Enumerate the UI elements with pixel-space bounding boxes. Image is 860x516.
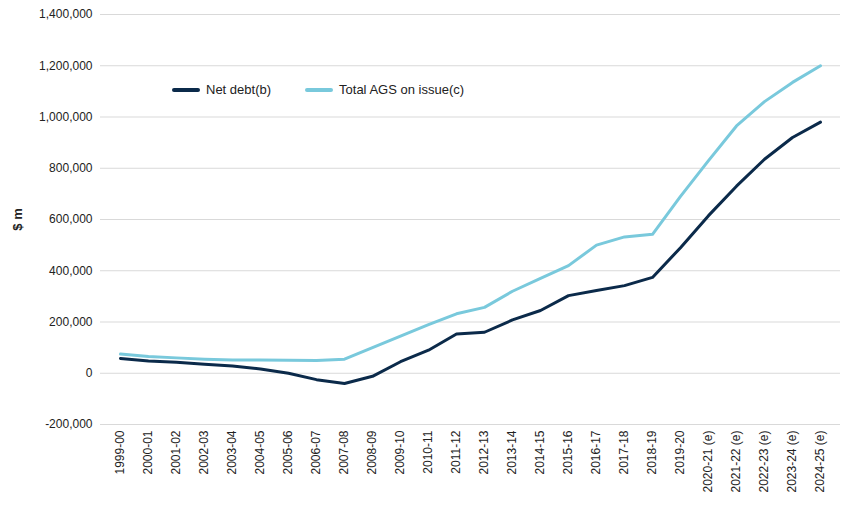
svg-text:600,000: 600,000 [49,212,93,226]
svg-text:2004-05: 2004-05 [253,430,267,474]
svg-text:2001-02: 2001-02 [169,430,183,474]
svg-text:2021-22 (e): 2021-22 (e) [729,431,743,493]
svg-text:2023-24 (e): 2023-24 (e) [785,431,799,493]
svg-text:2006-07: 2006-07 [309,430,323,474]
svg-text:1,400,000: 1,400,000 [39,7,93,21]
html-text:Net debt(b): Net debt(b) [206,82,271,97]
svg-text:2009-10: 2009-10 [393,430,407,474]
svg-text:2020-21 (e): 2020-21 (e) [701,431,715,493]
svg-text:2012-13: 2012-13 [477,430,491,474]
svg-text:0: 0 [86,366,93,380]
svg-text:2015-16: 2015-16 [561,430,575,474]
svg-text:2017-18: 2017-18 [617,430,631,474]
svg-text:400,000: 400,000 [49,264,93,278]
svg-text:2013-14: 2013-14 [505,430,519,474]
svg-text:800,000: 800,000 [49,161,93,175]
svg-text:1999-00: 1999-00 [113,430,127,474]
svg-text:2007-08: 2007-08 [337,430,351,474]
svg-text:2024-25 (e): 2024-25 (e) [813,431,827,493]
svg-text:1,200,000: 1,200,000 [39,59,93,73]
svg-text:2022-23 (e): 2022-23 (e) [757,431,771,493]
svg-text:2016-17: 2016-17 [589,430,603,474]
svg-text:1,000,000: 1,000,000 [39,110,93,124]
svg-text:2002-03: 2002-03 [197,430,211,474]
svg-text:2019-20: 2019-20 [673,430,687,474]
svg-text:2018-19: 2018-19 [645,430,659,474]
svg-text:-200,000: -200,000 [45,417,93,431]
svg-text:2008-09: 2008-09 [365,430,379,474]
svg-text:$ m: $ m [10,208,25,230]
svg-text:2003-04: 2003-04 [225,430,239,474]
html-text:Total AGS on issue(c): Total AGS on issue(c) [339,82,464,97]
svg-text:2014-15: 2014-15 [533,430,547,474]
svg-text:2000-01: 2000-01 [141,430,155,474]
svg-text:2011-12: 2011-12 [449,430,463,473]
svg-text:200,000: 200,000 [49,315,93,329]
svg-text:2010-11: 2010-11 [421,430,435,473]
svg-text:2005-06: 2005-06 [281,430,295,474]
